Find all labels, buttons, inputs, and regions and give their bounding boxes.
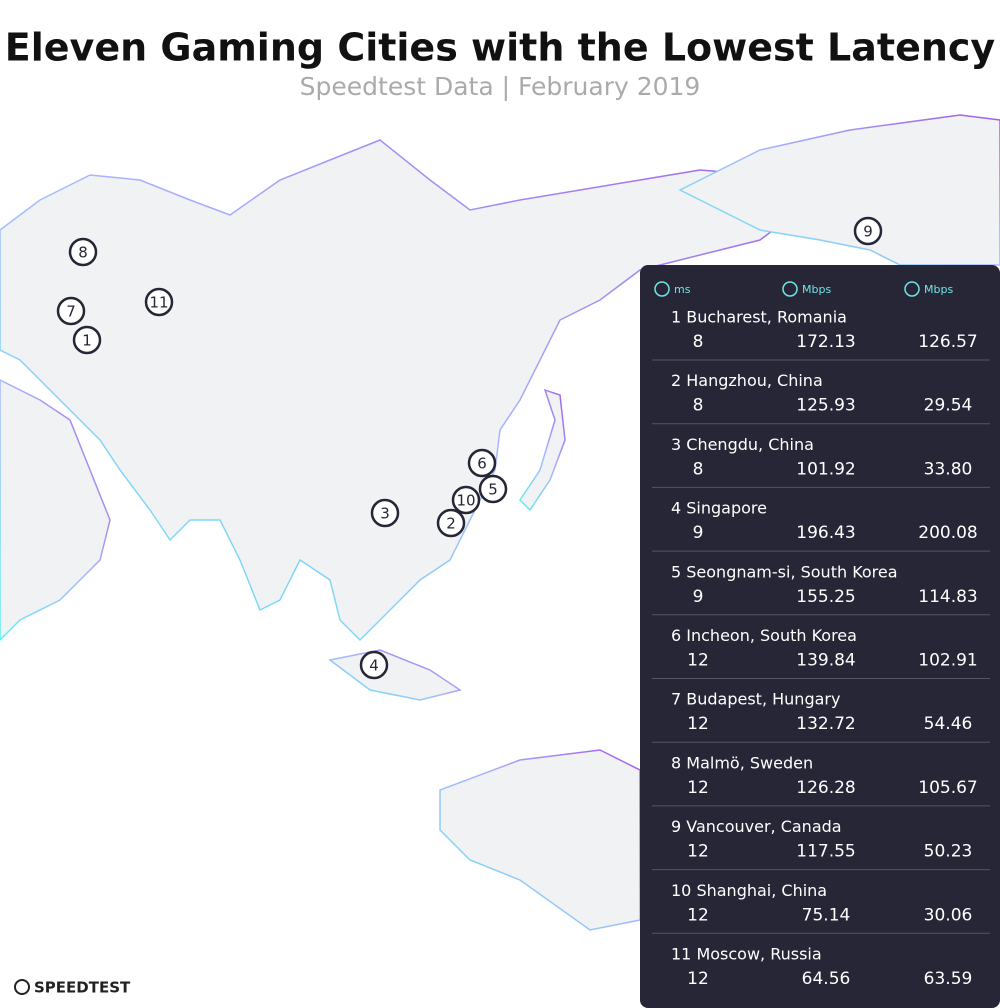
cell: 200.08: [918, 523, 977, 543]
cell: 64.56: [802, 969, 851, 989]
cell: 63.59: [924, 969, 973, 989]
cell: 12: [687, 842, 709, 862]
marker: [144, 287, 174, 317]
marker: [478, 474, 508, 504]
column-icon: [782, 281, 798, 297]
marker: [370, 498, 400, 528]
cell: 12: [687, 969, 709, 989]
city-name: 9 Vancouver, Canada: [671, 817, 842, 836]
marker: [56, 296, 86, 326]
cell: 54.46: [924, 714, 973, 734]
australia: [439, 749, 641, 931]
city-name: 4 Singapore: [671, 499, 767, 518]
city-name: 2 Hangzhou, China: [671, 371, 823, 390]
marker: [72, 325, 102, 355]
city-name: 7 Budapest, Hungary: [671, 690, 840, 709]
subtitle: Speedtest Data | February 2019: [300, 72, 701, 101]
city-name: 1 Bucharest, Romania: [671, 308, 847, 327]
cell: 139.84: [796, 651, 855, 671]
marker-label: 2: [446, 515, 456, 533]
africa: [0, 379, 111, 642]
cell: 50.23: [924, 842, 973, 862]
column-header: ms: [674, 283, 691, 296]
marker: [436, 508, 466, 538]
column-icon: [904, 281, 920, 297]
cell: 8: [693, 332, 704, 352]
marker-label: 8: [78, 244, 88, 262]
marker: [359, 650, 389, 680]
cell: 101.92: [796, 459, 855, 479]
logo-icon: [14, 979, 30, 995]
cell: 12: [687, 905, 709, 925]
cell: 75.14: [802, 905, 851, 925]
city-name: 11 Moscow, Russia: [671, 945, 822, 964]
marker: [467, 448, 497, 478]
city-name: 8 Malmö, Sweden: [671, 753, 813, 772]
southeast-asia: [328, 649, 462, 701]
cell: 117.55: [796, 842, 855, 862]
cell: 8: [693, 459, 704, 479]
marker-label: 5: [488, 481, 498, 499]
cell: 196.43: [796, 523, 855, 543]
marker-label: 6: [477, 455, 487, 473]
cell: 33.80: [924, 459, 973, 479]
cell: 172.13: [796, 332, 855, 352]
cell: 29.54: [924, 396, 973, 416]
city-name: 10 Shanghai, China: [671, 881, 827, 900]
results-panel: [640, 265, 1000, 1008]
marker-label: 9: [863, 223, 873, 241]
city-name: 3 Chengdu, China: [671, 435, 814, 454]
cell: 9: [693, 523, 704, 543]
marker-label: 4: [369, 657, 379, 675]
marker: [853, 216, 883, 246]
marker-label: 3: [380, 505, 390, 523]
cell: 114.83: [918, 587, 977, 607]
japan: [519, 388, 566, 512]
logo: SPEEDTEST: [34, 979, 131, 997]
column-header: Mbps: [802, 283, 831, 296]
city-name: 5 Seongnam-si, South Korea: [671, 562, 898, 581]
cell: 155.25: [796, 587, 855, 607]
cell: 125.93: [796, 396, 855, 416]
cell: 30.06: [924, 905, 973, 925]
cell: 12: [687, 651, 709, 671]
marker-label: 1: [82, 332, 92, 350]
cell: 126.57: [918, 332, 977, 352]
marker-label: 10: [456, 492, 475, 510]
title: Eleven Gaming Cities with the Lowest Lat…: [5, 26, 996, 70]
cell: 126.28: [796, 778, 855, 798]
eurasia: [0, 139, 802, 642]
cell: 8: [693, 396, 704, 416]
cell: 12: [687, 714, 709, 734]
marker-label: 11: [149, 294, 168, 312]
marker: [451, 485, 481, 515]
cell: 12: [687, 778, 709, 798]
column-icon: [654, 281, 670, 297]
cell: 9: [693, 587, 704, 607]
column-header: Mbps: [924, 283, 953, 296]
cell: 102.91: [918, 651, 977, 671]
marker-label: 7: [66, 303, 76, 321]
city-name: 6 Incheon, South Korea: [671, 626, 857, 645]
cell: 132.72: [796, 714, 855, 734]
cell: 105.67: [918, 778, 977, 798]
marker: [68, 237, 98, 267]
